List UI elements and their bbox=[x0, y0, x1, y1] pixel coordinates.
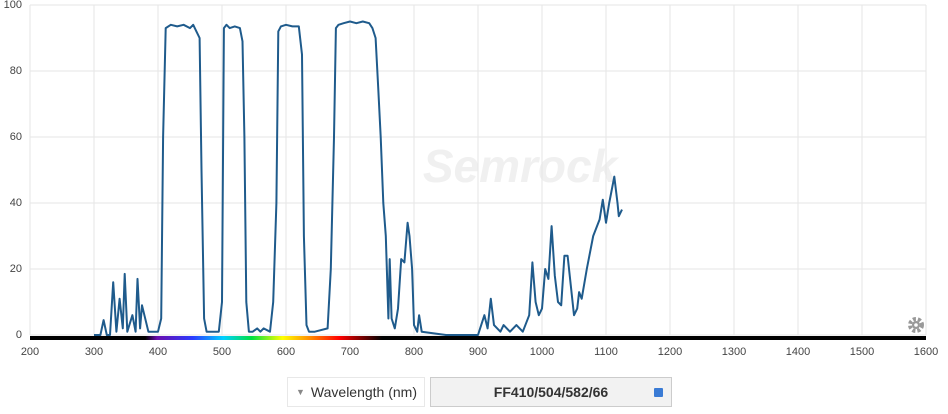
y-tick-label: 0 bbox=[16, 329, 22, 341]
dropdown-label: Wavelength (nm) bbox=[310, 384, 417, 400]
y-tick-label: 80 bbox=[10, 65, 22, 77]
visible-spectrum bbox=[145, 336, 382, 340]
x-tick-label: 400 bbox=[149, 346, 167, 358]
wavelength-bar bbox=[30, 336, 926, 340]
transmission-line bbox=[94, 20, 623, 336]
x-tick-label: 700 bbox=[341, 346, 359, 358]
watermark: Semrock bbox=[423, 140, 620, 192]
x-tick-label: 1600 bbox=[914, 346, 938, 358]
x-tick-label: 800 bbox=[405, 346, 423, 358]
y-tick-label: 40 bbox=[10, 197, 22, 209]
y-tick-label: 20 bbox=[10, 263, 22, 275]
x-tick-label: 1000 bbox=[530, 346, 554, 358]
x-tick-label: 1200 bbox=[658, 346, 682, 358]
settings-icon[interactable] bbox=[908, 317, 924, 333]
filter-box: FF410/504/582/66 bbox=[430, 377, 672, 407]
filter-name: FF410/504/582/66 bbox=[493, 384, 609, 400]
x-tick-label: 1400 bbox=[786, 346, 810, 358]
y-tick-label: 100 bbox=[4, 0, 22, 11]
y-tick-label: 60 bbox=[10, 131, 22, 143]
dropdown-arrow: ▼ bbox=[296, 387, 305, 397]
x-tick-label: 500 bbox=[213, 346, 231, 358]
save-icon[interactable] bbox=[654, 387, 663, 397]
x-tick-label: 600 bbox=[277, 346, 295, 358]
chart: Semrock 0 20 40 60 80 100 200 300 400 500 600 700 80… bbox=[4, 0, 939, 358]
x-tick-label: 900 bbox=[469, 346, 487, 358]
x-tick-label: 1300 bbox=[722, 346, 746, 358]
x-tick-label: 300 bbox=[85, 346, 103, 358]
x-tick-label: 200 bbox=[21, 346, 39, 358]
x-tick-label: 1500 bbox=[850, 346, 874, 358]
x-tick-label: 1100 bbox=[594, 346, 618, 358]
x-axis-dropdown[interactable]: ▼ Wavelength (nm) bbox=[287, 377, 425, 407]
